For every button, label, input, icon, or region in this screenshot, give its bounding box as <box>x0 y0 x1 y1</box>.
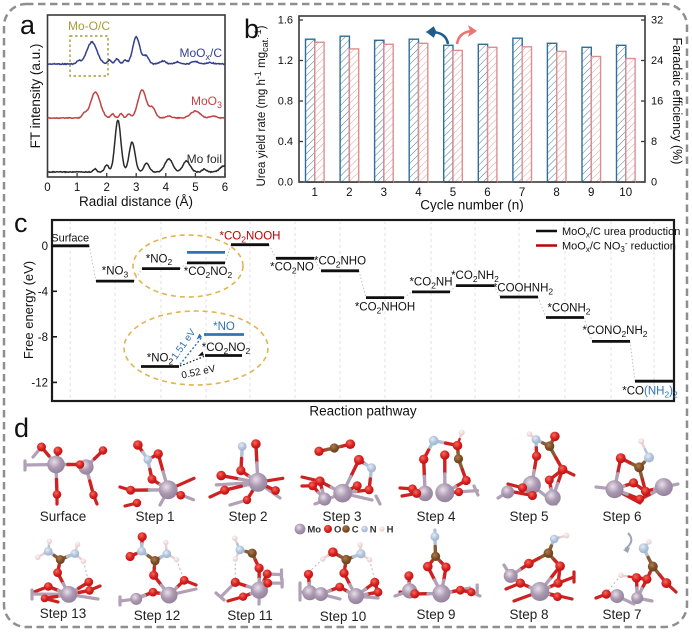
svg-text:4: 4 <box>163 182 170 194</box>
svg-text:Step 8: Step 8 <box>509 607 548 622</box>
svg-text:N: N <box>370 525 377 536</box>
svg-text:*NO: *NO <box>213 321 235 333</box>
svg-text:5: 5 <box>450 187 456 199</box>
svg-text:8: 8 <box>553 187 559 199</box>
svg-text:Mo: Mo <box>307 525 321 536</box>
svg-text:0: 0 <box>44 182 50 194</box>
svg-text:2: 2 <box>103 182 109 194</box>
svg-text:4: 4 <box>415 187 422 199</box>
svg-text:0.0: 0.0 <box>278 177 293 189</box>
svg-text:24: 24 <box>651 55 663 67</box>
svg-text:Step 6: Step 6 <box>602 509 641 524</box>
svg-text:c: c <box>14 208 28 238</box>
svg-text:Step 12: Step 12 <box>134 608 181 623</box>
svg-text:Step 1: Step 1 <box>135 509 174 524</box>
svg-text:Surface: Surface <box>51 233 89 245</box>
svg-text:Step 9: Step 9 <box>416 607 455 622</box>
svg-text:0.4: 0.4 <box>278 136 293 148</box>
svg-text:-4: -4 <box>38 286 49 298</box>
svg-text:*CONO2​NH2​: *CONO2​NH2​ <box>582 325 647 339</box>
svg-text:1: 1 <box>74 182 80 194</box>
svg-text:MoO3: MoO3 <box>191 94 222 110</box>
svg-text:1.2: 1.2 <box>278 55 293 67</box>
svg-text:6: 6 <box>484 187 490 199</box>
svg-text:1: 1 <box>311 187 317 199</box>
svg-text:Free energy (eV): Free energy (eV) <box>21 261 36 359</box>
svg-text:H: H <box>387 525 394 536</box>
svg-text:Reaction pathway: Reaction pathway <box>309 404 417 419</box>
svg-text:*CO2​NH: *CO2​NH <box>409 277 452 291</box>
svg-text:*NO2​: *NO2​ <box>146 253 173 267</box>
svg-text:*CO2NO2: *CO2NO2 <box>202 342 251 356</box>
svg-text:Step 7: Step 7 <box>602 607 641 622</box>
svg-text:6: 6 <box>222 182 228 194</box>
svg-text:*CO2​NOOH: *CO2​NOOH <box>220 231 281 245</box>
svg-text:*CO2​NHOH: *CO2​NHOH <box>355 302 415 316</box>
svg-text:FT intensity (a.u.): FT intensity (a.u.) <box>28 44 43 149</box>
svg-text:0.52 eV: 0.52 eV <box>180 364 216 382</box>
svg-text:Step 10: Step 10 <box>320 609 367 624</box>
svg-text:0: 0 <box>651 177 657 189</box>
svg-text:a: a <box>20 10 36 40</box>
svg-text:Step 2: Step 2 <box>228 509 267 524</box>
svg-text:b: b <box>244 14 259 44</box>
svg-text:0: 0 <box>42 241 48 253</box>
svg-text:Mo foil: Mo foil <box>187 152 222 166</box>
svg-text:Step 5: Step 5 <box>509 509 548 524</box>
svg-text:0.8: 0.8 <box>278 96 293 108</box>
svg-text:Mo-O/C: Mo-O/C <box>68 19 110 33</box>
svg-text:Surface: Surface <box>40 509 87 524</box>
svg-text:1.6: 1.6 <box>278 15 293 27</box>
svg-text:MoOx/C urea production: MoOx/C urea production <box>562 226 680 240</box>
svg-text:Step 11: Step 11 <box>227 608 273 623</box>
svg-text:2: 2 <box>346 187 352 199</box>
svg-text:MoOx/C: MoOx/C <box>179 46 222 62</box>
svg-text:Step 4: Step 4 <box>416 509 456 524</box>
svg-text:*CO2​NH2​: *CO2​NH2​ <box>451 270 499 284</box>
svg-text:10: 10 <box>619 187 632 199</box>
svg-text:*CO2​NHO: *CO2​NHO <box>314 256 366 270</box>
svg-text:MoOx/C NO3- reduction: MoOx/C NO3- reduction <box>562 239 676 254</box>
svg-text:16: 16 <box>651 96 663 108</box>
svg-text:32: 32 <box>651 15 663 27</box>
svg-text:*CO(NH2​)2​: *CO(NH2​)2​ <box>622 386 678 400</box>
svg-text:*COOHNH2​: *COOHNH2​ <box>493 283 554 297</box>
svg-text:d: d <box>14 413 29 443</box>
svg-text:Faradaic efficiency (%): Faradaic efficiency (%) <box>670 38 684 165</box>
svg-text:Urea yield rate (mg h-1 mgcat.: Urea yield rate (mg h-1 mgcat.-1) <box>253 25 270 186</box>
svg-text:-8: -8 <box>38 332 48 344</box>
svg-text:C: C <box>352 525 359 536</box>
svg-text:Cycle number (n): Cycle number (n) <box>420 198 524 213</box>
svg-text:9: 9 <box>588 187 594 199</box>
svg-text:3: 3 <box>381 187 387 199</box>
svg-text:*NO2: *NO2 <box>147 353 174 367</box>
svg-text:7: 7 <box>519 187 525 199</box>
svg-text:8: 8 <box>651 136 657 148</box>
svg-text:Radial distance (Å): Radial distance (Å) <box>79 194 193 209</box>
svg-text:5: 5 <box>192 182 198 194</box>
svg-text:*CO2​NO: *CO2​NO <box>270 262 314 276</box>
svg-text:-12: -12 <box>31 377 48 389</box>
svg-text:O: O <box>334 525 341 536</box>
svg-text:3: 3 <box>133 182 139 194</box>
svg-text:Step 3: Step 3 <box>322 509 361 524</box>
svg-text:Step 13: Step 13 <box>40 606 87 621</box>
svg-text:*CO2​NO2​: *CO2​NO2​ <box>184 266 233 280</box>
svg-text:*NO3​: *NO3​ <box>102 266 129 280</box>
svg-text:*CONH2​: *CONH2​ <box>547 303 590 317</box>
svg-text:1.51 eV: 1.51 eV <box>170 327 199 362</box>
